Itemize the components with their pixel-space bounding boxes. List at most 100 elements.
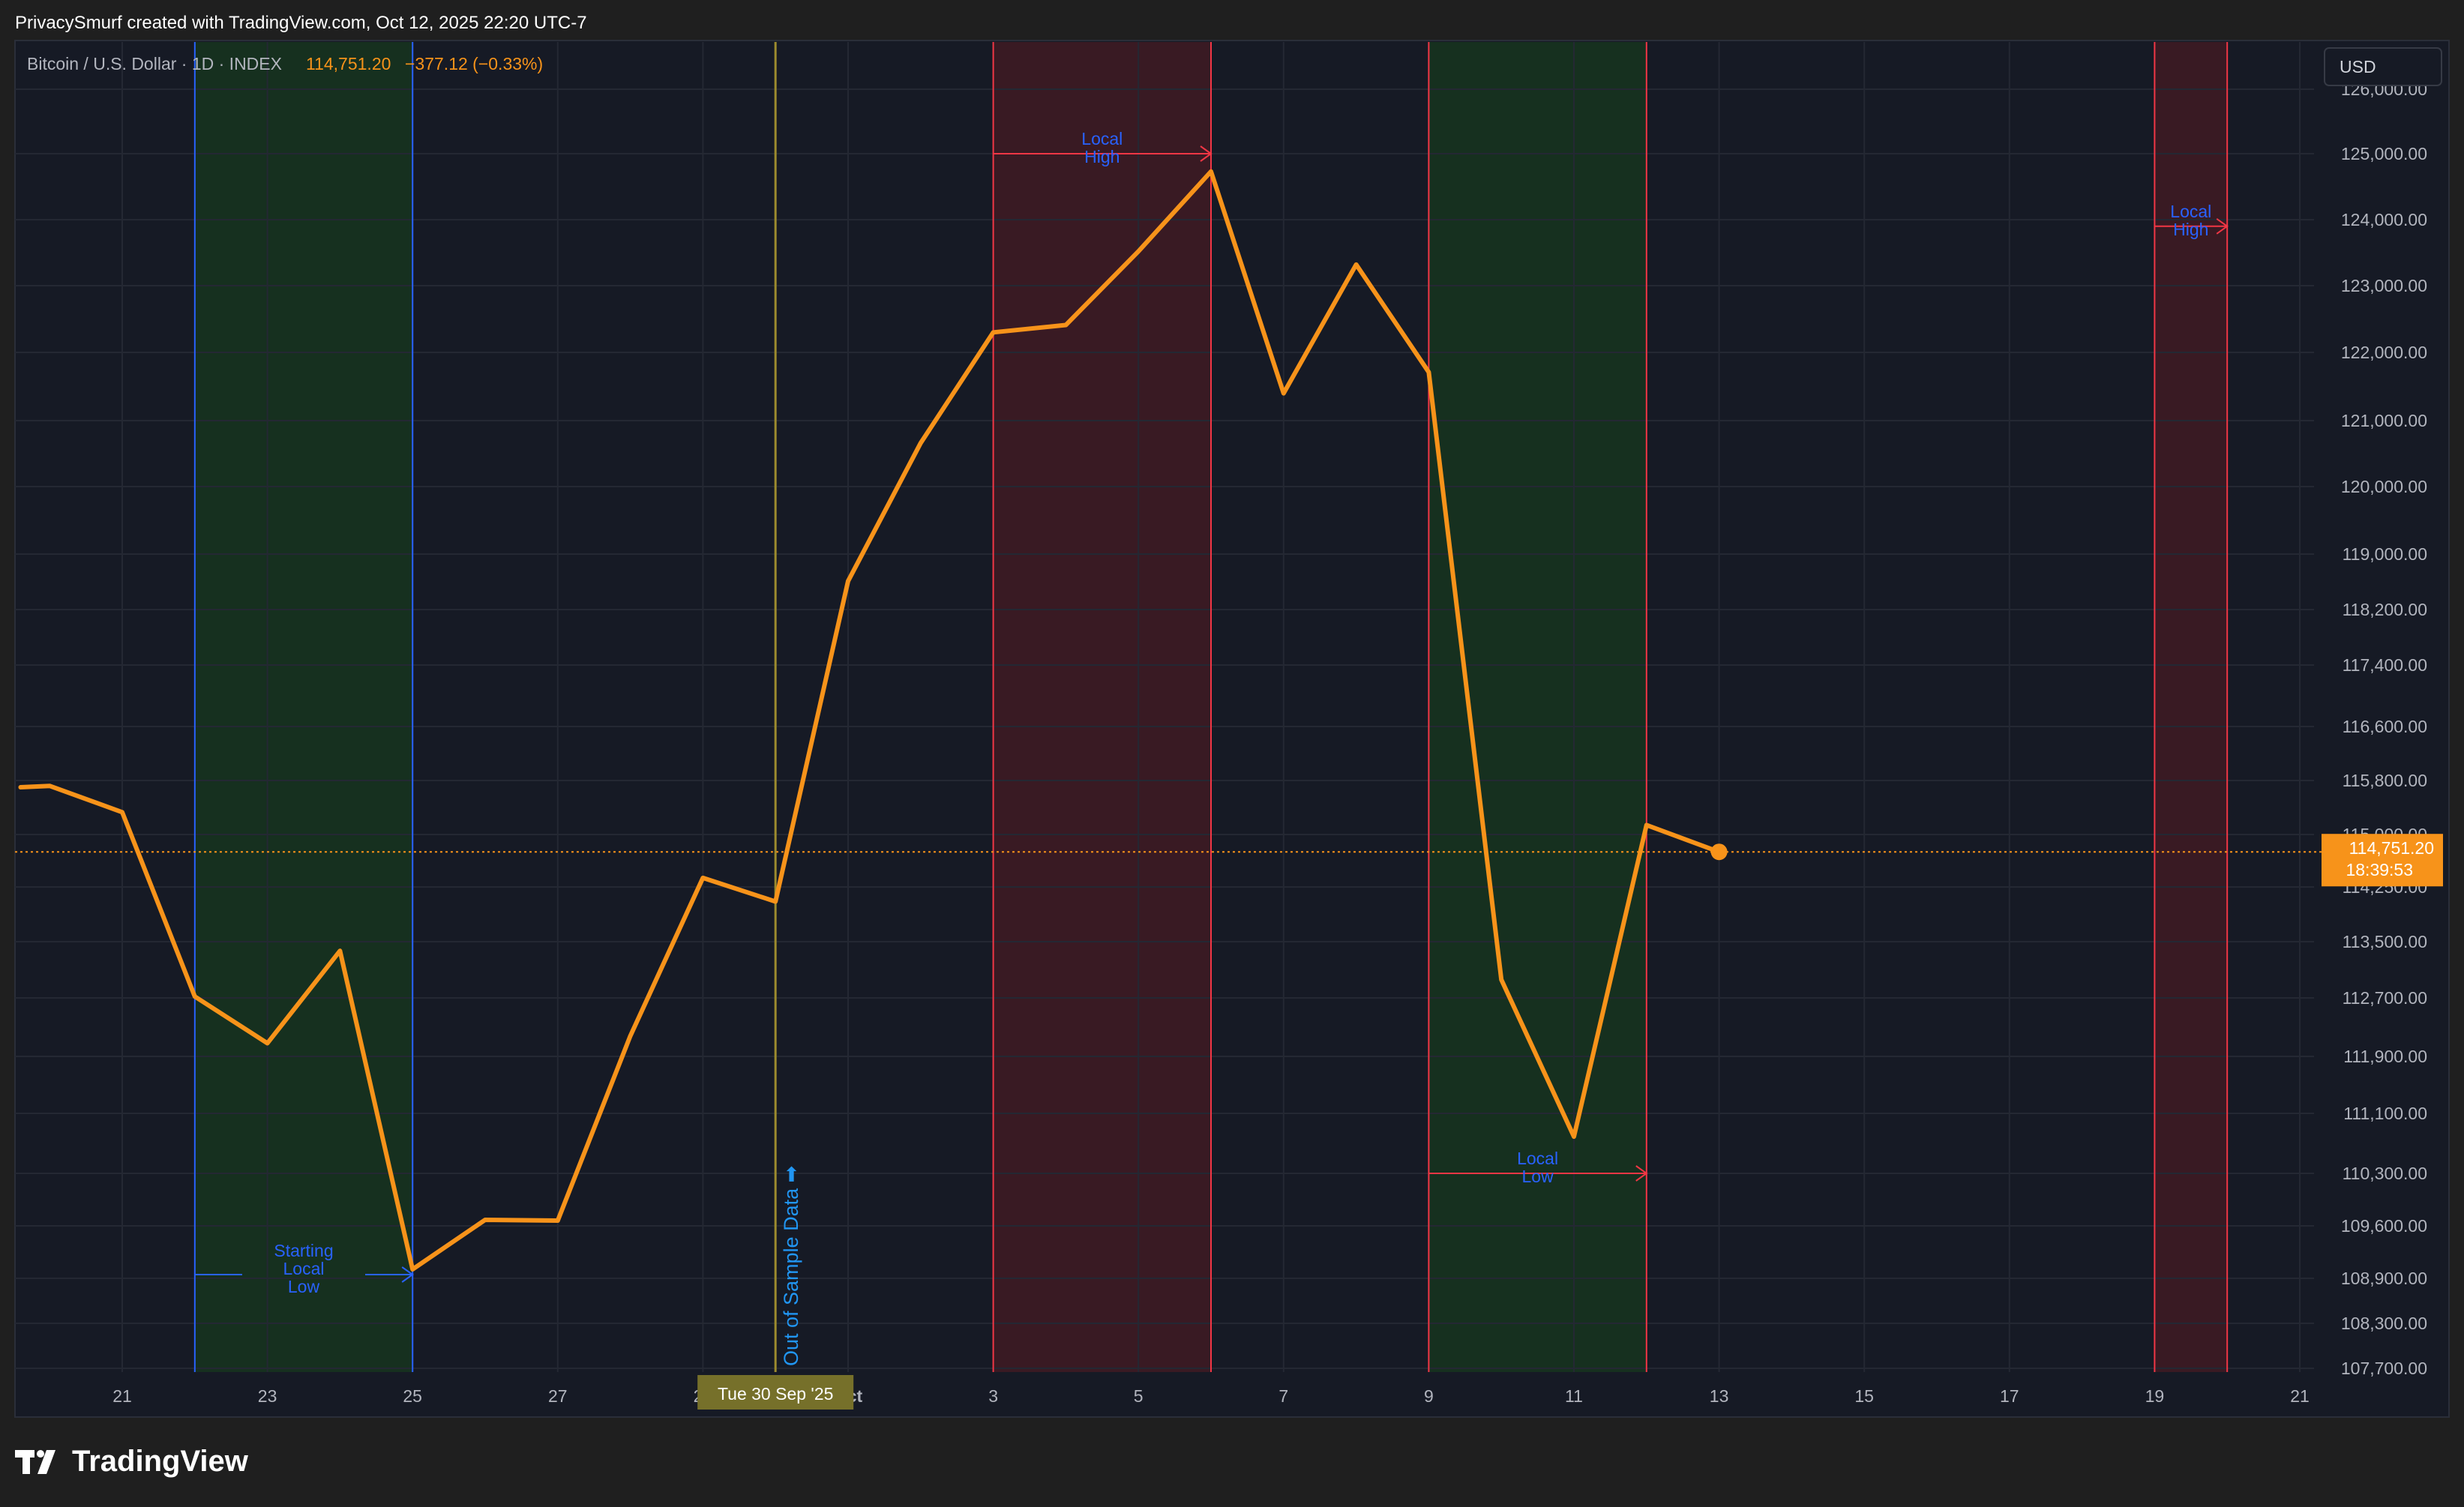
chart-pane	[14, 40, 2450, 1418]
zone-annotation-label: Low	[1521, 1167, 1554, 1186]
price-point	[338, 949, 342, 953]
crosshair-date-badge	[697, 1375, 854, 1410]
time-tick-label: 9	[1424, 1386, 1434, 1406]
zone-annotation-label: High	[1084, 147, 1120, 166]
zone-red-3	[2154, 42, 2228, 1372]
price-tick-label: 125,000.00	[2341, 144, 2427, 163]
currency-button[interactable]	[2324, 47, 2442, 86]
price-point	[484, 1218, 487, 1221]
price-point	[1644, 823, 1648, 827]
price-tick-label: 107,700.00	[2341, 1359, 2427, 1378]
price-point	[1210, 169, 1213, 173]
price-tick-label: 108,300.00	[2341, 1314, 2427, 1333]
time-tick-label: 23	[258, 1386, 277, 1406]
time-tick-label: 25	[403, 1386, 422, 1406]
zone-annotation-label: High	[2173, 220, 2208, 239]
price-tick-label: 121,000.00	[2341, 411, 2427, 430]
zones-layer	[194, 42, 2228, 1372]
price-tick-label: 109,600.00	[2341, 1216, 2427, 1236]
zone-annotation-label: Low	[288, 1277, 320, 1296]
price-point	[774, 900, 778, 903]
price-line-layer	[15, 169, 2322, 1272]
price-point	[919, 441, 922, 445]
last-price-badge	[2322, 834, 2443, 887]
price-tick-label: 119,000.00	[2343, 544, 2427, 564]
symbol-name[interactable]: Bitcoin / U.S. Dollar · 1D · INDEX	[27, 54, 282, 73]
price-tick-label: 124,000.00	[2341, 210, 2427, 229]
currency-button-label[interactable]: USD	[2340, 57, 2376, 76]
zone-annotation-label: Local	[1081, 129, 1123, 148]
attribution-text: PrivacySmurf created with TradingView.co…	[15, 13, 587, 33]
price-point	[411, 1268, 415, 1271]
price-point	[1427, 370, 1431, 374]
time-tick-label: 15	[1854, 1386, 1874, 1406]
zone-annotation-label: Local	[283, 1259, 325, 1278]
price-point	[121, 810, 124, 814]
annotation-arrowhead-icon	[1635, 1165, 1648, 1182]
time-tick-label: 19	[2145, 1386, 2165, 1406]
last-price-badge-countdown: 18:39:53	[2346, 860, 2413, 879]
last-price-badge-price: 114,751.20	[2349, 838, 2434, 858]
tv-logo-stem-icon	[22, 1450, 30, 1474]
time-tick-label: 3	[988, 1386, 998, 1406]
price-point	[1281, 391, 1285, 395]
price-tick-label: 123,000.00	[2341, 276, 2427, 295]
time-tick-label: 7	[1278, 1386, 1288, 1406]
price-point	[265, 1041, 269, 1045]
zone-annotation-label: Starting	[274, 1241, 333, 1260]
price-tick-label: 112,700.00	[2343, 988, 2427, 1008]
price-point	[193, 995, 196, 999]
price-point	[991, 331, 995, 334]
tv-logo-slash-icon	[37, 1450, 55, 1474]
price-point	[1137, 250, 1141, 253]
tradingview-logo[interactable]: TradingView	[15, 1445, 249, 1478]
time-tick-label: 21	[2290, 1386, 2310, 1406]
price-point	[628, 1034, 632, 1038]
price-tick-label: 110,300.00	[2343, 1164, 2427, 1183]
annotation-arrowhead-icon	[1200, 145, 1213, 162]
price-tick-label: 116,600.00	[2343, 717, 2427, 736]
tv-logo-dot-icon	[37, 1450, 44, 1458]
time-tick-label: 11	[1565, 1386, 1583, 1406]
out-of-sample-label: Out of Sample Data ➡	[780, 1166, 802, 1366]
time-tick-label: 27	[548, 1386, 568, 1406]
time-tick-label: 21	[112, 1386, 132, 1406]
price-point	[1064, 323, 1068, 327]
time-tick-label: 5	[1134, 1386, 1144, 1406]
price-tick-label: 122,000.00	[2341, 343, 2427, 362]
price-point	[1500, 978, 1503, 981]
price-tick-label: 111,100.00	[2343, 1104, 2427, 1123]
price-tick-label: 111,900.00	[2343, 1047, 2427, 1066]
symbol-change: −377.12 (−0.33%)	[405, 54, 543, 73]
price-point	[701, 876, 705, 879]
crosshair-date-label: Tue 30 Sep '25	[718, 1384, 833, 1404]
last-price-dot	[1710, 843, 1728, 861]
zone-edges-layer	[193, 42, 2229, 1372]
annotation-arrowhead-icon	[401, 1266, 414, 1283]
annotations-layer: Out of Sample Data ➡StartingLocalLowLoca…	[194, 129, 2229, 1366]
price-tick-label: 115,800.00	[2343, 771, 2427, 790]
symbol-price: 114,751.20	[306, 54, 391, 73]
annotation-arrowhead-icon	[2216, 217, 2229, 235]
price-point	[556, 1219, 559, 1222]
zone-annotation-label: Local	[1517, 1149, 1558, 1168]
price-tick-label: 108,900.00	[2341, 1269, 2427, 1288]
price-axis[interactable]: 126,000.00125,000.00124,000.00123,000.00…	[2322, 79, 2443, 1378]
zone-green-0	[194, 42, 413, 1372]
price-tick-label: 120,000.00	[2341, 477, 2427, 496]
time-axis[interactable]: 2123252729Oct3579111315171921Tue 30 Sep …	[112, 1375, 2310, 1410]
time-tick-label: 13	[1710, 1386, 1729, 1406]
price-point	[48, 784, 52, 788]
price-point	[1572, 1135, 1575, 1138]
time-tick-label: 17	[2000, 1386, 2019, 1406]
price-tick-label: 117,400.00	[2343, 655, 2427, 675]
price-point	[847, 580, 850, 583]
zone-annotation-label: Local	[2170, 202, 2211, 221]
price-point	[1354, 262, 1358, 266]
branding-text: TradingView	[72, 1445, 249, 1478]
price-tick-label: 113,500.00	[2343, 932, 2427, 951]
price-point	[19, 786, 22, 789]
zone-red-1	[993, 42, 1211, 1372]
zone-green-2	[1428, 42, 1647, 1372]
